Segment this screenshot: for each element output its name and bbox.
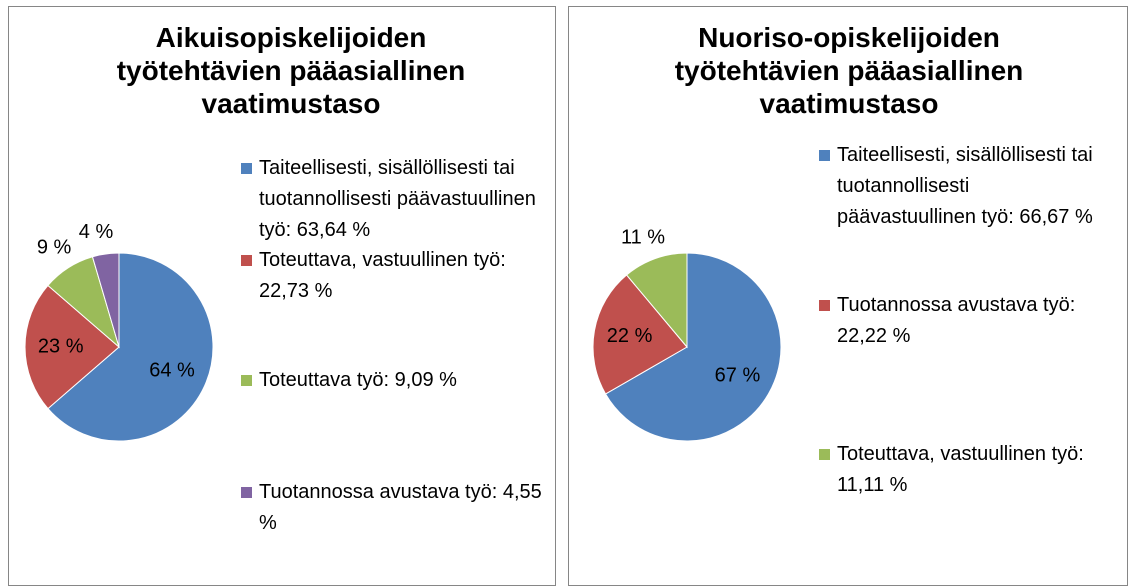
legend-entry: Toteuttava, vastuullinen työ: 22,73 % (241, 245, 559, 307)
legend-swatch (241, 375, 252, 386)
legend-label: Toteuttava työ: 9,09 % (259, 369, 457, 391)
pie-slice (24, 284, 120, 410)
legend-label: Toteuttava, vastuullinen työ: 11,11 % (837, 443, 1084, 496)
legend-entry: Toteuttava, vastuullinen työ: 11,11 % (819, 439, 1107, 501)
data-label: 64 % (149, 359, 195, 381)
pie-area: 64 % 23 % 9 % 4 % (24, 221, 214, 442)
data-label: 11 % (621, 226, 665, 248)
data-label: 67 % (715, 364, 761, 386)
chart-title: Aikuisopiskelijoiden työtehtävien pääasi… (116, 22, 466, 119)
legend-label: Tuotannossa avustava työ: 22,22 % (837, 294, 1076, 347)
chart-title: Nuoriso-opiskelijoiden työtehtävien pääa… (674, 22, 1024, 119)
legend-swatch (819, 449, 830, 460)
pie-slice (592, 274, 688, 395)
data-label: 23 % (38, 335, 84, 357)
legend-label: Taiteellisesti, sisällöllisesti tai tuot… (259, 157, 536, 241)
legend-entry: Taiteellisesti, sisällöllisesti tai tuot… (819, 140, 1107, 233)
legend-swatch (819, 300, 830, 311)
legend-swatch (241, 255, 252, 266)
legend-swatch (241, 163, 252, 174)
legend-swatch (819, 150, 830, 161)
chart-panel: 64 % 23 % 9 % 4 % Aikuisopiskelijoiden työte… (8, 6, 556, 586)
legend-label: Toteuttava, vastuullinen työ: 22,73 % (259, 249, 506, 302)
pie-area: 67 % 22 % 11 % (592, 226, 782, 442)
data-label: 9 % (37, 237, 72, 259)
pie-slice (47, 252, 214, 442)
legend-entry: Taiteellisesti, sisällöllisesti tai tuot… (241, 153, 559, 246)
legend-label: Tuotannossa avustava työ: 4,55 % (259, 481, 542, 534)
legend-entry: Tuotannossa avustava työ: 4,55 % (241, 477, 559, 539)
data-label: 22 % (607, 325, 653, 347)
pie-slice (91, 252, 120, 348)
legend-label: Taiteellisesti, sisällöllisesti tai tuot… (837, 144, 1093, 228)
chart-panel: 67 % 22 % 11 % Nuoriso-opiskelijoiden työte… (568, 6, 1128, 586)
legend-swatch (241, 487, 252, 498)
legend-entry: Toteuttava työ: 9,09 % (241, 365, 559, 396)
legend-entry: Tuotannossa avustava työ: 22,22 % (819, 290, 1107, 352)
data-label: 4 % (79, 221, 114, 243)
pie-slice (625, 252, 688, 349)
pie-slice (604, 252, 782, 442)
